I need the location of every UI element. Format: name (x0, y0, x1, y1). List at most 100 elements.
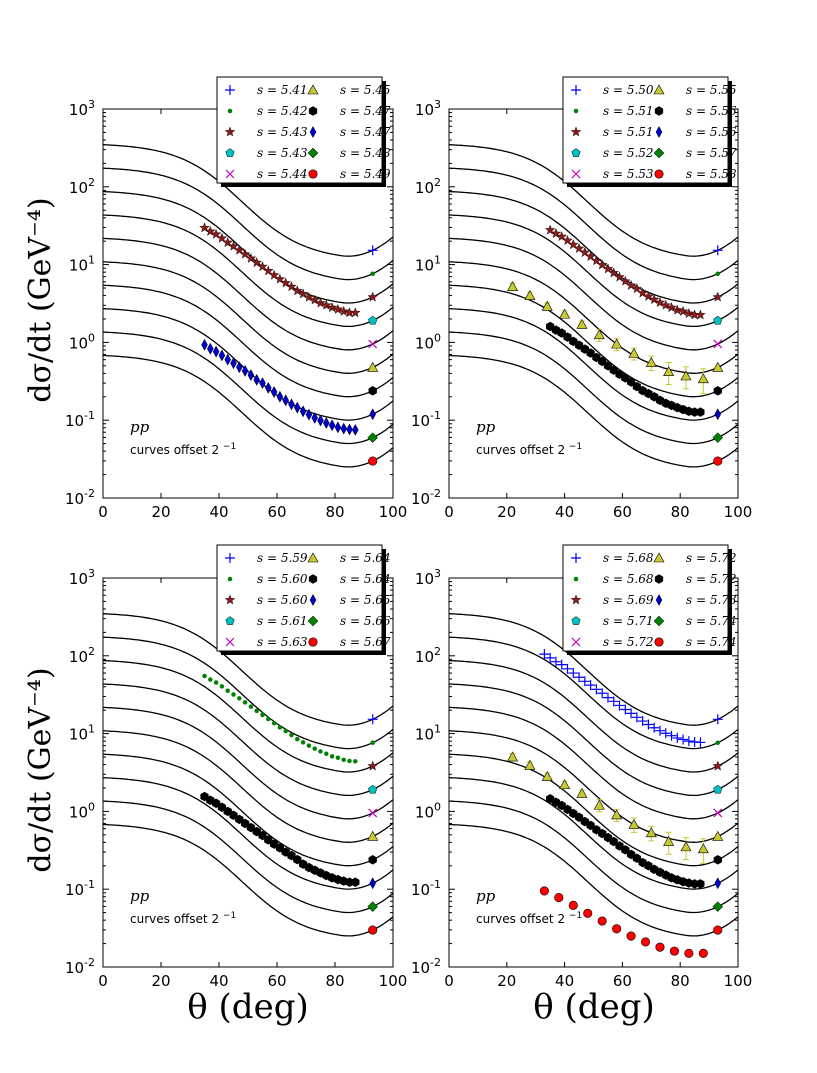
legend-label: s = 5.60 (257, 572, 308, 586)
data-point (329, 754, 335, 759)
annotation-offset-exp: −1 (569, 442, 582, 452)
end-marker-cross (368, 339, 378, 349)
data-point (320, 299, 332, 310)
end-marker-star (712, 291, 724, 302)
data-point (611, 338, 623, 349)
model-curve-10 (102, 354, 394, 468)
legend-label: s = 5.42 (257, 104, 308, 118)
model-curve-1 (448, 613, 739, 726)
x-tick-label: 20 (497, 503, 516, 521)
y-tick-label: 100 (415, 800, 441, 821)
data-point (637, 287, 648, 298)
data-point (270, 386, 278, 399)
legend-marker (653, 615, 665, 627)
annotation-offset-exp: −1 (223, 442, 236, 452)
data-point (242, 700, 248, 705)
data-point (591, 255, 602, 266)
legend-label: s = 5.74 (686, 614, 737, 628)
legend-marker (653, 147, 665, 159)
data-point (585, 680, 596, 691)
data-point (335, 755, 341, 760)
data-point (579, 246, 591, 258)
legend-label: s = 5.68 (603, 551, 654, 565)
legend-marker (573, 108, 579, 114)
model-curves (102, 144, 394, 468)
data-point (649, 722, 660, 733)
series-plus (539, 649, 706, 748)
data-point (295, 736, 300, 742)
end-marker-plus (712, 714, 723, 725)
data-point (669, 946, 679, 956)
data-point (283, 728, 288, 734)
data-point (353, 759, 358, 764)
xlabel-left: θ (deg) (187, 987, 308, 1027)
data-point (597, 688, 608, 699)
y-tick-label: 102 (415, 176, 441, 197)
data-point (262, 265, 274, 276)
data-point (297, 288, 309, 299)
data-point (208, 677, 213, 682)
model-curve-3 (102, 190, 394, 304)
data-point (207, 342, 214, 355)
model-curve-6 (102, 730, 394, 843)
legend-marker (307, 84, 319, 95)
legend-label: s = 5.50 (603, 83, 654, 97)
legend-label: s = 5.63 (257, 635, 308, 649)
data-point (541, 300, 553, 311)
end-marker-square_diamond (367, 901, 379, 913)
legend-box (216, 544, 383, 652)
data-point (654, 297, 666, 308)
legend-box (216, 76, 383, 184)
data-point (683, 307, 695, 319)
end-marker-circle (713, 456, 723, 466)
y-tick-label: 103 (415, 98, 441, 119)
data-point (554, 893, 564, 903)
data-point (305, 408, 313, 421)
y-tick-label: 102 (69, 645, 95, 666)
data-point (596, 259, 608, 270)
legend: s = 5.50 s = 5.51 s = 5.51 s = 5.52 s = 5.53… (562, 76, 737, 187)
end-marker-square_diamond (712, 901, 724, 913)
end-marker-triangle (712, 361, 724, 372)
legend-marker (225, 616, 235, 625)
data-point (225, 688, 230, 693)
data-point (678, 734, 689, 745)
data-point (347, 758, 352, 764)
ylabel-bottom: dσ/dt (GeV⁻⁴) (23, 667, 58, 872)
legend-label: s = 5.72 (686, 551, 737, 565)
series-hexagon (200, 791, 360, 887)
x-tick-label: 60 (613, 503, 632, 521)
model-curve-3 (102, 659, 394, 773)
legend-marker (654, 106, 664, 116)
data-point (614, 700, 625, 711)
data-point (574, 672, 585, 683)
x-tick-label: 60 (613, 972, 632, 990)
y-tick-label: 100 (415, 331, 441, 352)
legend: s = 5.68 s = 5.68 s = 5.69 s = 5.71 s = 5.72… (562, 544, 737, 655)
model-curve-2 (102, 167, 394, 281)
end-marker-cross (713, 339, 723, 349)
data-point (201, 338, 208, 351)
annotation-pp: pp (476, 418, 496, 436)
y-tick-label: 10-1 (411, 878, 441, 899)
data-point (585, 250, 596, 262)
annotation-offset: curves offset 2 −1 (130, 442, 236, 457)
data-point (260, 712, 265, 718)
legend-marker (225, 148, 235, 157)
model-curve-5 (102, 706, 394, 820)
data-point (228, 240, 239, 251)
end-marker-hexagon (713, 855, 722, 865)
data-point (311, 411, 318, 424)
data-point (254, 708, 259, 714)
model-curve-8 (102, 307, 394, 421)
data-point (666, 730, 677, 741)
data-point (291, 285, 303, 296)
legend-marker (308, 169, 318, 179)
data-point (698, 948, 708, 958)
data-point (696, 879, 705, 889)
data-point (602, 692, 613, 703)
data-point (680, 841, 692, 852)
data-point (507, 281, 519, 291)
y-tick-label: 10-2 (65, 487, 95, 508)
data-point (507, 751, 519, 762)
